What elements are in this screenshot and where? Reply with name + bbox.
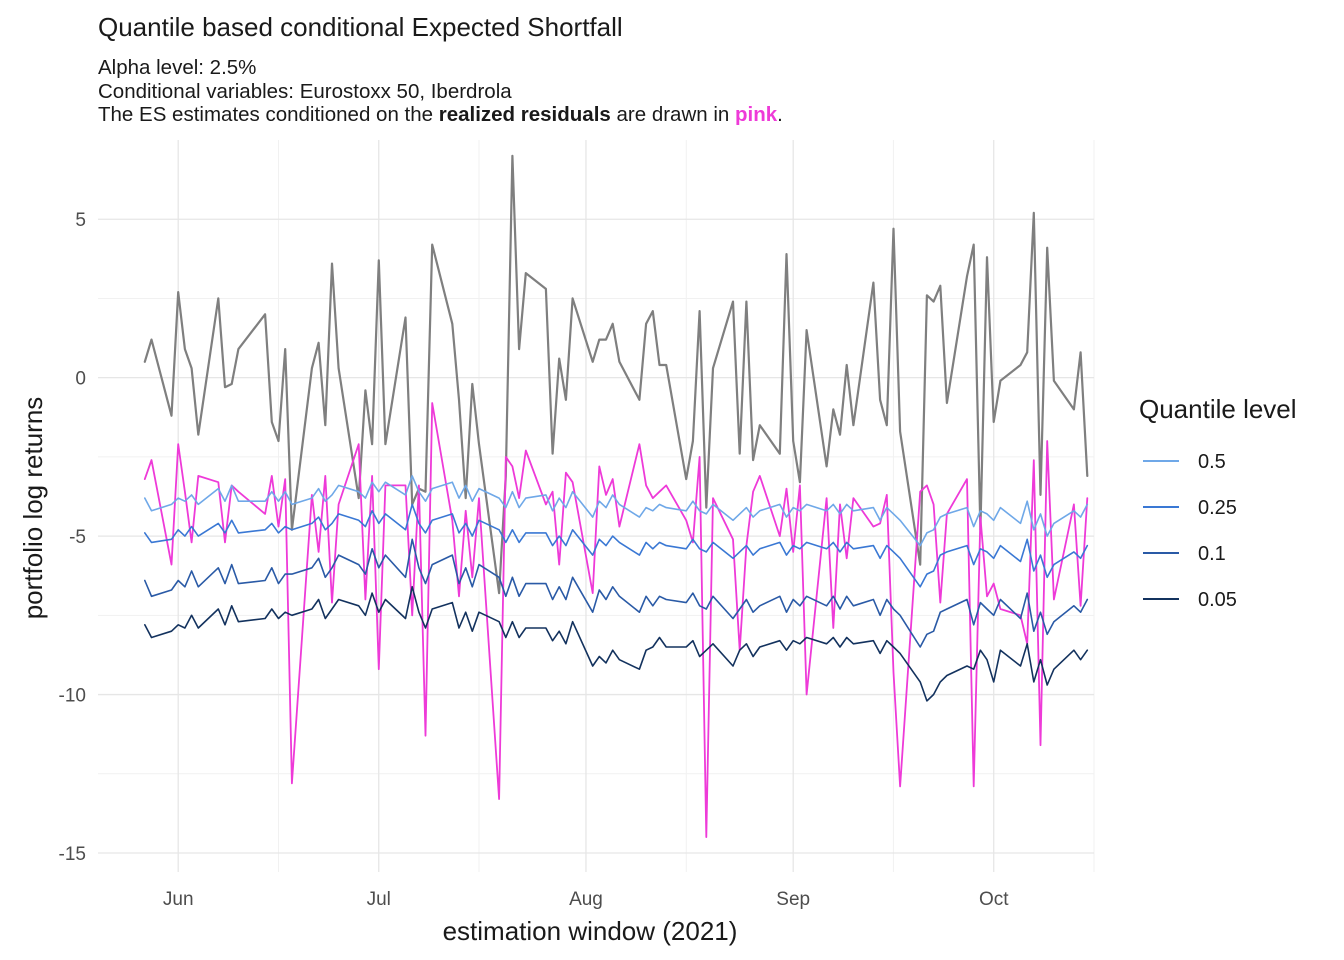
series-line-q025 — [144, 503, 1089, 588]
subtitle-note-mid: are drawn in — [610, 103, 735, 126]
y-axis-tick-labels: 5 0 -5 -10 -15 — [59, 210, 86, 865]
y-tick-label: 0 — [75, 369, 86, 390]
subtitle-note-prefix: The ES estimates conditioned on the — [98, 103, 439, 126]
x-tick-label: Oct — [979, 889, 1009, 910]
legend-label: 0.05 — [1198, 589, 1237, 611]
x-tick-label: Jun — [163, 889, 194, 910]
legend-label: 0.5 — [1198, 451, 1226, 473]
series-line-q05 — [144, 475, 1089, 547]
subtitle-note-pink: pink — [735, 103, 778, 126]
y-tick-label: 5 — [75, 210, 86, 231]
series-line-q01 — [144, 538, 1089, 648]
chart-subtitle-note: The ES estimates conditioned on the real… — [98, 103, 783, 127]
legend-title: Quantile level — [1139, 394, 1297, 424]
series-line-es-realized-residuals — [143, 402, 1089, 838]
x-axis-tick-labels: Jun Jul Aug Sep Oct — [163, 889, 1009, 910]
y-tick-label: -10 — [59, 686, 86, 707]
chart-subtitle-variables: Conditional variables: Eurostoxx 50, Ibe… — [98, 80, 512, 103]
legend-label: 0.25 — [1198, 497, 1237, 519]
series-line-returns — [143, 154, 1089, 595]
legend: Quantile level 0.5 0.25 0.1 0.05 — [1139, 394, 1297, 611]
y-tick-label: -5 — [69, 527, 86, 548]
x-axis-title: estimation window (2021) — [443, 916, 738, 946]
x-tick-label: Aug — [569, 889, 603, 910]
y-tick-label: -15 — [59, 844, 86, 865]
subtitle-note-bold: realized residuals — [438, 103, 611, 126]
chart-subtitle-alpha: Alpha level: 2.5% — [98, 56, 257, 79]
y-axis-title: portfolio log returns — [18, 397, 48, 620]
x-tick-label: Jul — [367, 889, 391, 910]
series-lines — [143, 154, 1089, 838]
series-line-q005 — [144, 585, 1089, 702]
subtitle-note-end: . — [777, 103, 783, 126]
legend-label: 0.1 — [1198, 543, 1226, 565]
x-tick-label: Sep — [776, 889, 810, 910]
grid-lines — [98, 140, 1095, 872]
chart-title: Quantile based conditional Expected Shor… — [98, 12, 623, 42]
